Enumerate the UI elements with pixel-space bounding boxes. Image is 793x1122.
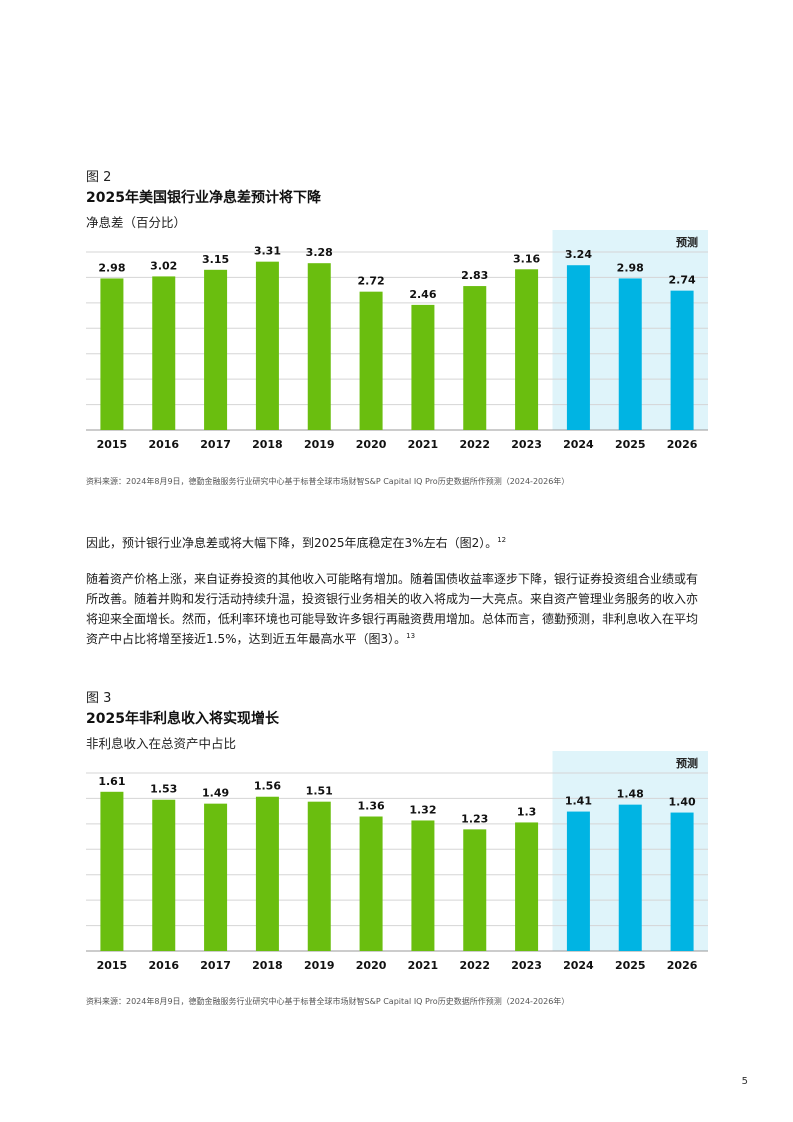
figure-3-label: 图 3 xyxy=(86,691,112,706)
data-label-2019: 1.51 xyxy=(306,785,333,798)
x-tick-2026: 2026 xyxy=(667,959,698,972)
x-tick-2021: 2021 xyxy=(408,438,439,451)
data-label-2016: 1.53 xyxy=(150,783,177,796)
forecast-label: 预测 xyxy=(676,235,698,249)
x-tick-2024: 2024 xyxy=(563,959,594,972)
paragraph-2: 随着资产价格上涨，来自证券投资的其他收入可能略有增加。随着国债收益率逐步下降，银… xyxy=(86,569,706,649)
footnote-ref-13[interactable]: 13 xyxy=(406,632,416,640)
data-label-2023: 1.3 xyxy=(517,805,537,818)
bar-2016 xyxy=(152,799,176,951)
paragraph-2-text: 随着资产价格上涨，来自证券投资的其他收入可能略有增加。随着国债收益率逐步下降，银… xyxy=(86,572,699,646)
bar-2015 xyxy=(100,278,124,430)
data-label-2015: 1.61 xyxy=(98,775,125,788)
bar-2018 xyxy=(255,796,279,951)
data-label-2015: 2.98 xyxy=(98,261,125,274)
figure-3-subtitle: 非利息收入在总资产中占比 xyxy=(86,736,237,751)
data-label-2022: 1.23 xyxy=(461,812,488,825)
bar-2025 xyxy=(618,278,642,430)
data-label-2018: 1.56 xyxy=(254,780,281,793)
data-label-2016: 3.02 xyxy=(150,259,177,272)
figure-2-source: 资料来源：2024年8月9日，德勤金融服务行业研究中心基于标普全球市场财智S&P… xyxy=(86,477,570,486)
x-tick-2018: 2018 xyxy=(252,438,283,451)
x-tick-2015: 2015 xyxy=(97,438,128,451)
bar-2019 xyxy=(307,263,331,430)
figure-2-label: 图 2 xyxy=(86,170,112,185)
data-label-2018: 3.31 xyxy=(254,245,281,258)
bar-2015 xyxy=(100,791,124,951)
data-label-2017: 1.49 xyxy=(202,787,229,800)
x-tick-2015: 2015 xyxy=(97,959,128,972)
footnote-ref-12[interactable]: 12 xyxy=(497,536,507,544)
paragraph-1: 因此，预计银行业净息差或将大幅下降，到2025年底稳定在3%左右（图2）。12 xyxy=(86,533,706,553)
data-label-2026: 2.74 xyxy=(669,274,696,287)
x-tick-2017: 2017 xyxy=(200,959,231,972)
x-tick-2023: 2023 xyxy=(511,959,542,972)
x-tick-2021: 2021 xyxy=(408,959,439,972)
x-tick-2022: 2022 xyxy=(459,438,490,451)
bar-2020 xyxy=(359,816,383,951)
bar-2023 xyxy=(515,822,539,951)
x-tick-2023: 2023 xyxy=(511,438,542,451)
page-number: 5 xyxy=(741,1076,748,1087)
bar-2020 xyxy=(359,291,383,430)
x-tick-2026: 2026 xyxy=(667,438,698,451)
bar-2024 xyxy=(566,265,590,430)
x-tick-2024: 2024 xyxy=(563,438,594,451)
x-tick-2016: 2016 xyxy=(148,438,179,451)
bar-2021 xyxy=(411,304,435,430)
bar-2018 xyxy=(255,261,279,430)
data-label-2025: 1.48 xyxy=(617,788,644,801)
data-label-2021: 2.46 xyxy=(409,288,436,301)
data-label-2020: 2.72 xyxy=(358,275,385,288)
bar-2019 xyxy=(307,801,331,951)
x-tick-2016: 2016 xyxy=(148,959,179,972)
bar-2024 xyxy=(566,811,590,951)
data-label-2021: 1.32 xyxy=(409,803,436,816)
x-tick-2020: 2020 xyxy=(356,438,387,451)
x-tick-2017: 2017 xyxy=(200,438,231,451)
x-tick-2019: 2019 xyxy=(304,438,335,451)
bar-2023 xyxy=(515,269,539,430)
bar-2017 xyxy=(204,803,228,951)
x-tick-2025: 2025 xyxy=(615,438,646,451)
x-tick-2025: 2025 xyxy=(615,959,646,972)
bar-2025 xyxy=(618,804,642,951)
data-label-2024: 3.24 xyxy=(565,248,592,261)
data-label-2020: 1.36 xyxy=(358,800,385,813)
data-label-2025: 2.98 xyxy=(617,261,644,274)
bar-2017 xyxy=(204,269,228,430)
margin-bar-chart: 预测 2.98 2015 3.02 2016 3.15 2017 3.31 2018 3.28 20… xyxy=(86,230,708,451)
figure-2-title: 2025年美国银行业净息差预计将下降 xyxy=(86,190,321,206)
data-label-2019: 3.28 xyxy=(306,246,333,259)
bar-2022 xyxy=(463,829,487,951)
bar-2026 xyxy=(670,290,694,430)
figure-3-source: 资料来源：2024年8月9日，德勤金融服务行业研究中心基于标普全球市场财智S&P… xyxy=(86,997,570,1006)
data-label-2023: 3.16 xyxy=(513,252,540,265)
bar-2026 xyxy=(670,812,694,951)
x-tick-2019: 2019 xyxy=(304,959,335,972)
data-label-2017: 3.15 xyxy=(202,253,229,266)
x-tick-2020: 2020 xyxy=(356,959,387,972)
data-label-2024: 1.41 xyxy=(565,795,592,808)
bar-2021 xyxy=(411,820,435,951)
figure-2-subtitle: 净息差（百分比） xyxy=(86,215,187,230)
paragraph-1-text: 因此，预计银行业净息差或将大幅下降，到2025年底稳定在3%左右（图2）。 xyxy=(86,536,498,550)
forecast-label: 预测 xyxy=(676,756,698,770)
noninterest-income-bar-chart: 预测 1.61 2015 1.53 2016 1.49 2017 1.56 2018 1.51 20… xyxy=(86,751,708,972)
data-label-2026: 1.40 xyxy=(669,796,696,809)
bar-2016 xyxy=(152,276,176,430)
bar-2022 xyxy=(463,286,487,430)
x-tick-2022: 2022 xyxy=(459,959,490,972)
figure-3-title: 2025年非利息收入将实现增长 xyxy=(86,711,279,727)
data-label-2022: 2.83 xyxy=(461,269,488,282)
x-tick-2018: 2018 xyxy=(252,959,283,972)
